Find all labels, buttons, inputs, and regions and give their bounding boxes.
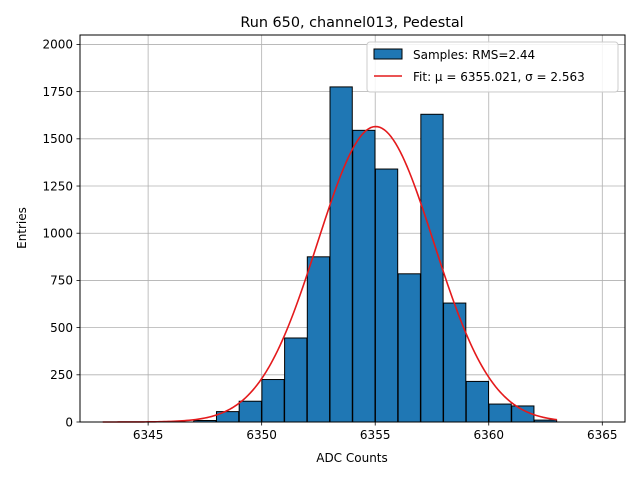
legend-label-samples: Samples: RMS=2.44: [413, 48, 535, 62]
histogram-bar: [420, 113, 444, 423]
y-tick-label: 750: [50, 274, 73, 288]
chart-title: Run 650, channel013, Pedestal: [240, 15, 463, 31]
y-axis-ticks: 0 250 500 750 1000 1250 1500 1750 2000: [42, 38, 80, 429]
legend-box: [366, 41, 619, 93]
fit-curve: [102, 125, 557, 423]
x-tick-label: 6355: [360, 428, 391, 442]
legend-label-fit: Fit: μ = 6355.021, σ = 2.563: [413, 70, 585, 84]
histogram-bar: [443, 302, 467, 423]
y-axis-label: Entries: [15, 207, 29, 249]
y-tick-label: 0: [65, 415, 73, 429]
histogram-bar: [374, 168, 399, 423]
y-tick-label: 1500: [42, 132, 73, 146]
histogram-bar: [465, 380, 490, 423]
histogram-bar: [238, 400, 262, 423]
x-tick-label: 6345: [133, 428, 164, 442]
histogram-bar: [488, 403, 512, 423]
y-tick-label: 1750: [42, 85, 73, 99]
fit-curve-layer: [102, 125, 557, 423]
plot-frame: [79, 34, 626, 423]
histogram-bar: [397, 273, 421, 423]
y-tick-label: 1000: [42, 227, 73, 241]
x-axis-ticks: 6345 6350 6355 6360 6365: [133, 422, 618, 442]
x-tick-label: 6360: [473, 428, 504, 442]
histogram-bar: [261, 379, 285, 423]
histogram-bars: [193, 86, 558, 423]
histogram-bar: [329, 86, 353, 423]
x-tick-label: 6350: [246, 428, 277, 442]
histogram-bar: [352, 129, 376, 423]
x-tick-label: 6365: [587, 428, 618, 442]
histogram-bar: [306, 256, 331, 423]
histogram-bar: [284, 337, 308, 423]
y-tick-label: 2000: [42, 38, 73, 52]
y-tick-label: 250: [50, 368, 73, 382]
y-tick-label: 500: [50, 321, 73, 335]
legend-swatch-samples: [373, 48, 403, 60]
x-axis-label: ADC Counts: [316, 451, 388, 465]
y-tick-label: 1250: [42, 179, 73, 193]
legend: Samples: RMS=2.44 Fit: μ = 6355.021, σ =…: [366, 41, 619, 93]
